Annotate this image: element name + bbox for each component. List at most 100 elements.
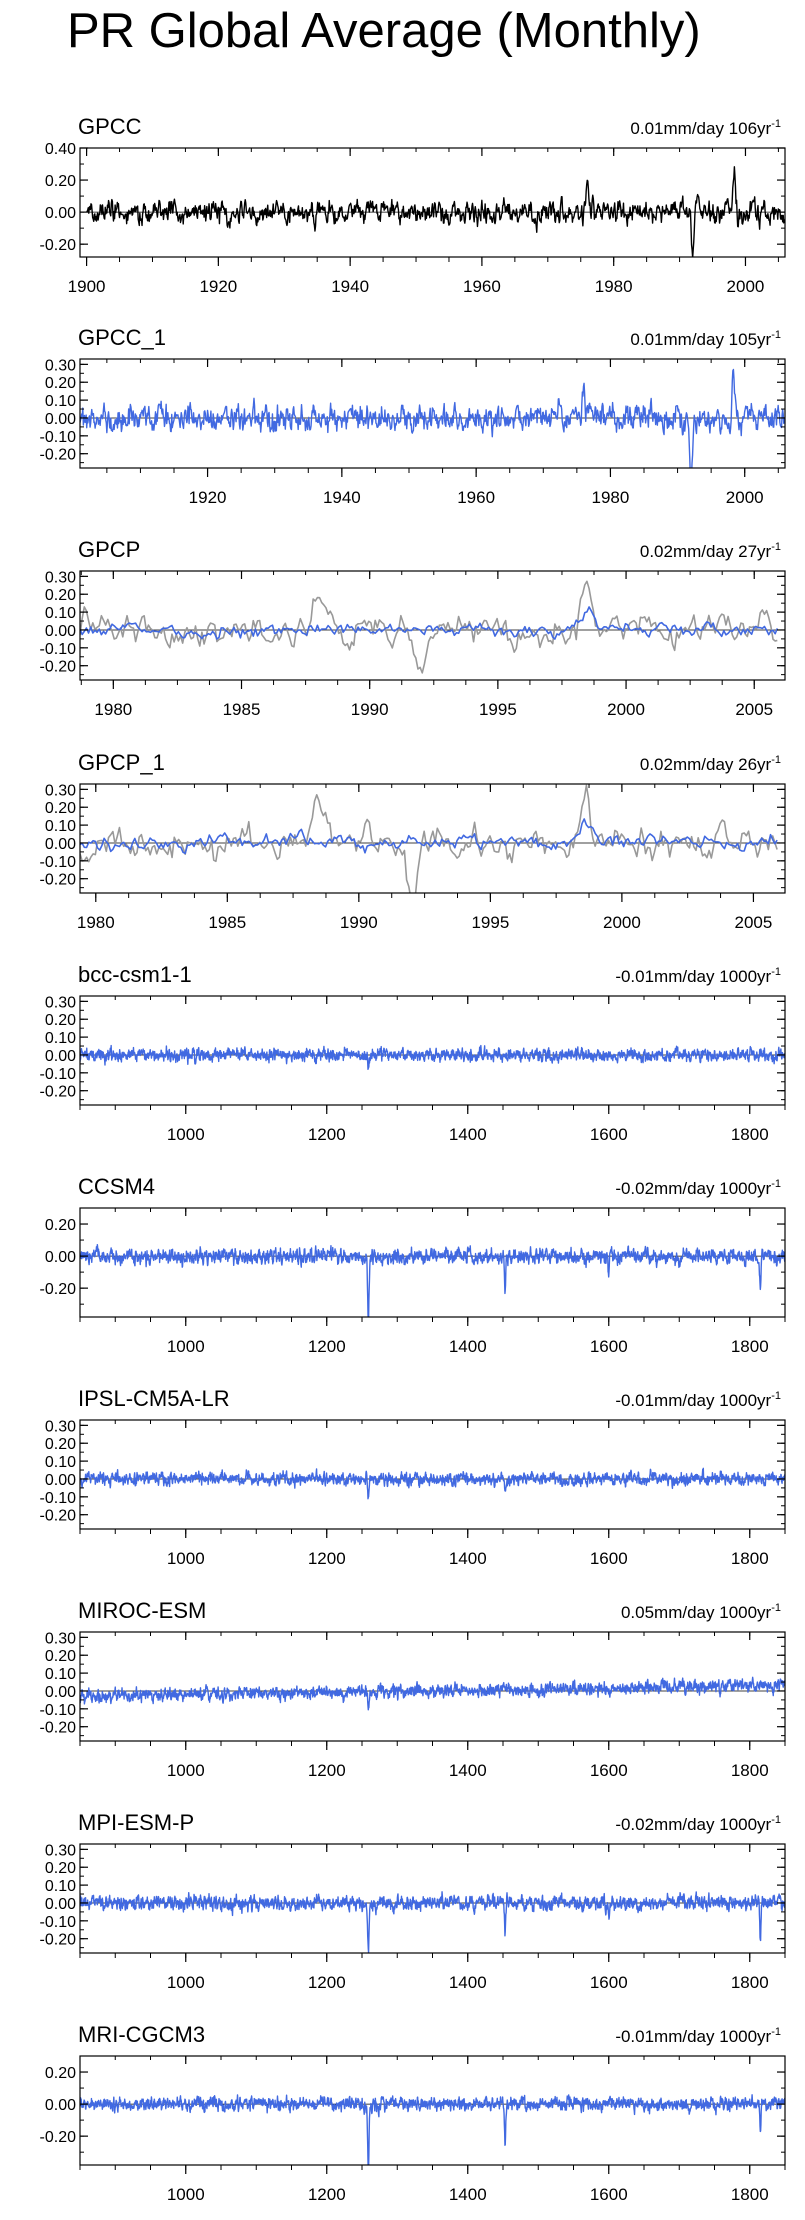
y-tick-label: -0.20: [40, 1084, 77, 1101]
x-tick-label: 1960: [457, 488, 495, 507]
panel-title: MPI-ESM-P: [78, 1810, 194, 1835]
plot-frame: [79, 570, 786, 681]
plot-frame: [79, 1419, 786, 1530]
y-tick-label: 0.30: [45, 782, 76, 799]
panel-ipsl-cm5a-lr: IPSL-CM5A-LR -0.01mm/day 1000yr-1 -0.20-0.…: [40, 1386, 786, 1568]
y-tick-label: 0.20: [45, 587, 76, 604]
x-tick-label: 1200: [308, 1973, 346, 1992]
panel-title: GPCP: [78, 537, 140, 562]
x-tick-label: 1600: [590, 1761, 628, 1780]
y-tick-label: 0.00: [45, 411, 76, 428]
y-tick-label: 0.40: [45, 141, 76, 158]
y-tick-label: 0.20: [45, 1648, 76, 1665]
y-tick-label: 0.20: [45, 173, 76, 190]
y-tick-label: 0.00: [45, 1048, 76, 1065]
trend-label: 0.05mm/day 1000yr-1: [621, 1602, 781, 1622]
panel-title: GPCC_1: [78, 325, 166, 350]
panel-title: CCSM4: [78, 1174, 155, 1199]
panel-title: bcc-csm1-1: [78, 962, 192, 987]
series-line-bcc-csm1-1: [80, 1044, 785, 1071]
x-tick-label: 1000: [167, 1973, 205, 1992]
panel-ccsm4: CCSM4 -0.02mm/day 1000yr-1 -0.20 0.00 0.20 10…: [40, 1174, 786, 1356]
y-tick-label: 0.20: [45, 1436, 76, 1453]
x-tick-label: 1800: [731, 1973, 769, 1992]
y-tick-label: 0.10: [45, 605, 76, 622]
trend-label: -0.01mm/day 1000yr-1: [615, 2026, 781, 2046]
y-tick-label: 0.00: [45, 1684, 76, 1701]
y-tick-label: 0.20: [45, 1217, 76, 1234]
panel-gpcp-1: GPCP_1 0.02mm/day 26yr-1 -0.20-0.100.000.1…: [40, 750, 786, 932]
y-tick-label: 0.00: [45, 836, 76, 853]
y-tick-label: 0.30: [45, 1842, 76, 1859]
plot-frame: [79, 358, 786, 469]
y-tick-label: -0.20: [40, 1508, 77, 1525]
x-tick-label: 1600: [590, 2185, 628, 2204]
y-tick-label: 0.20: [45, 1860, 76, 1877]
x-tick-label: 1800: [731, 1337, 769, 1356]
x-tick-label: 1200: [308, 1125, 346, 1144]
y-tick-label: 0.00: [45, 2097, 76, 2114]
series-line-gpcp-1: [80, 818, 778, 855]
x-tick-label: 1400: [449, 1761, 487, 1780]
trend-label: 0.02mm/day 26yr-1: [640, 754, 781, 774]
panel-gpcc-1: GPCC_1 0.01mm/day 105yr-1-0.20-0.100.000.…: [40, 325, 786, 507]
panel-mri-cgcm3: MRI-CGCM3 -0.01mm/day 1000yr-1 -0.20 0.00 0.…: [40, 2022, 786, 2204]
x-tick-label: 1400: [449, 1549, 487, 1568]
x-tick-label: 1000: [167, 2185, 205, 2204]
y-tick-label: -0.10: [40, 641, 77, 658]
x-tick-label: 1800: [731, 1125, 769, 1144]
x-tick-label: 1000: [167, 1549, 205, 1568]
x-tick-label: 1985: [223, 700, 261, 719]
x-tick-label: 1900: [68, 277, 106, 296]
x-tick-label: 1400: [449, 1337, 487, 1356]
series-line-gpcp: [80, 606, 779, 640]
x-tick-label: 1980: [595, 277, 633, 296]
series-line-gpcc-reference: [80, 580, 778, 674]
x-tick-label: 1920: [189, 488, 227, 507]
series-line-gpcc-reference: [80, 784, 778, 893]
x-tick-label: 2000: [727, 277, 765, 296]
x-tick-label: 2000: [607, 700, 645, 719]
x-tick-label: 1920: [199, 277, 237, 296]
x-tick-label: 1200: [308, 1761, 346, 1780]
panel-title: GPCP_1: [78, 750, 165, 775]
y-tick-label: 0.00: [45, 1896, 76, 1913]
y-tick-label: 0.30: [45, 569, 76, 586]
y-tick-label: -0.10: [40, 1914, 77, 1931]
y-tick-label: -0.20: [40, 872, 77, 889]
y-tick-label: 0.20: [45, 375, 76, 392]
x-tick-label: 1940: [323, 488, 361, 507]
panel-gpcp: GPCP 0.02mm/day 27yr-1-0.20-0.100.000.100…: [40, 537, 786, 719]
x-tick-label: 1000: [167, 1337, 205, 1356]
y-tick-label: -0.20: [40, 1281, 77, 1298]
series-line-gpcc-1: [80, 368, 785, 468]
trend-label: 0.01mm/day 105yr-1: [630, 329, 781, 349]
y-tick-label: 0.10: [45, 1030, 76, 1047]
y-tick-label: -0.20: [40, 237, 77, 254]
y-tick-label: 0.00: [45, 1249, 76, 1266]
x-tick-label: 1600: [590, 1125, 628, 1144]
x-tick-label: 1800: [731, 1761, 769, 1780]
plot-frame: [79, 147, 786, 258]
panel-title: IPSL-CM5A-LR: [78, 1386, 230, 1411]
y-tick-label: 0.20: [45, 1012, 76, 1029]
trend-label: 0.02mm/day 27yr-1: [640, 541, 781, 561]
page-title: PR Global Average (Monthly): [67, 4, 701, 58]
y-tick-label: 0.30: [45, 994, 76, 1011]
y-tick-label: -0.20: [40, 2129, 77, 2146]
x-tick-label: 1940: [331, 277, 369, 296]
x-tick-label: 1200: [308, 2185, 346, 2204]
panel-miroc-esm: MIROC-ESM 0.05mm/day 1000yr-1-0.20-0.100.…: [40, 1598, 786, 1780]
y-tick-label: -0.20: [40, 1720, 77, 1737]
y-tick-label: 0.00: [45, 205, 76, 222]
panel-bcc-csm1-1: bcc-csm1-1 -0.01mm/day 1000yr-1 -0.20-0.10…: [40, 962, 786, 1144]
x-tick-label: 1200: [308, 1549, 346, 1568]
x-tick-label: 2005: [735, 700, 773, 719]
series-line-gpcc: [86, 166, 785, 257]
x-tick-label: 1960: [463, 277, 501, 296]
x-tick-label: 1980: [94, 700, 132, 719]
y-tick-label: 0.10: [45, 393, 76, 410]
panel-title: GPCC: [78, 114, 142, 139]
x-tick-label: 1600: [590, 1337, 628, 1356]
y-tick-label: 0.30: [45, 1418, 76, 1435]
